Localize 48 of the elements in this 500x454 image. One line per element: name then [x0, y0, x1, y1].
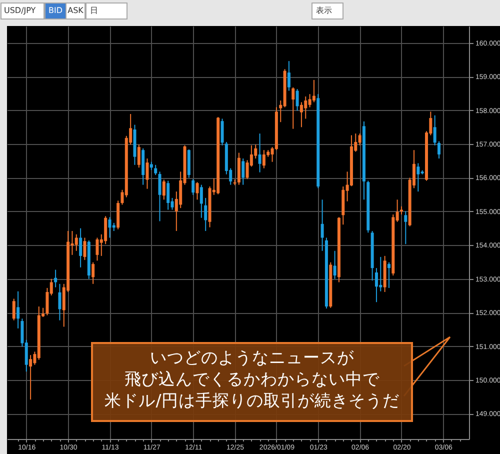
text: ASK	[68, 6, 84, 15]
candlestick	[333, 250, 336, 280]
candlestick	[320, 199, 324, 252]
candlestick	[104, 216, 108, 245]
candlestick	[58, 283, 62, 321]
candlestick	[96, 237, 99, 262]
text: 日	[90, 6, 98, 15]
candlestick	[29, 354, 32, 400]
candlestick	[379, 256, 382, 292]
candlestick	[433, 114, 436, 146]
candlestick	[92, 262, 95, 284]
candlestick	[83, 237, 86, 260]
candlestick	[74, 234, 78, 252]
candlestick	[146, 158, 149, 190]
candlestick	[108, 216, 112, 238]
candlestick	[258, 133, 262, 173]
candlestick	[158, 171, 162, 222]
candlestick	[192, 178, 195, 196]
candlestick	[137, 144, 140, 168]
candlestick	[437, 140, 440, 159]
candlestick	[204, 197, 208, 232]
candlestick	[242, 158, 245, 186]
candlestick	[166, 180, 170, 210]
candlestick	[220, 118, 224, 146]
text: USD/JPY	[4, 6, 36, 15]
candlestick	[162, 179, 166, 200]
candlestick	[196, 182, 199, 200]
candlestick	[54, 269, 58, 288]
candlestick	[416, 162, 420, 192]
candlestick	[304, 96, 308, 120]
candlestick	[296, 88, 299, 112]
candlestick	[200, 184, 203, 218]
candlestick	[262, 150, 266, 169]
annotation: いつどのようなニュースが飛び込んでくるかわからない中で米ドル/円は手探りの取引が続きそうだ	[104, 348, 400, 410]
candlestick	[154, 164, 158, 176]
text: BID	[48, 6, 63, 15]
candlestick	[308, 94, 312, 108]
text: 表示	[316, 6, 332, 15]
candlestick	[404, 210, 408, 245]
candlestick	[16, 290, 20, 329]
candlestick	[300, 102, 303, 128]
candlestick	[12, 298, 16, 321]
candlestick	[387, 262, 390, 288]
candlestick	[79, 228, 82, 268]
candlestick	[312, 79, 316, 103]
candlestick	[292, 86, 295, 130]
candlestick	[287, 60, 290, 92]
candlestick	[374, 268, 378, 303]
